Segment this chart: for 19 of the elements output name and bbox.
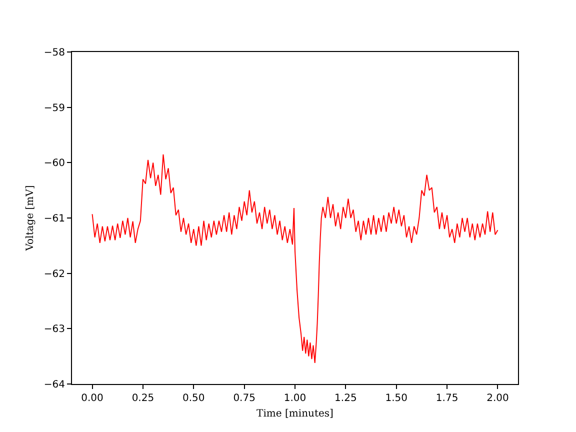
x-tick-label: 0.50 (182, 393, 205, 404)
y-tick-label: −62 (44, 268, 65, 280)
x-tick-label: 2.00 (486, 393, 509, 404)
y-tick-label: −59 (44, 102, 65, 114)
x-tick-label: 1.50 (385, 393, 408, 404)
x-tick-label: 0.75 (233, 393, 256, 404)
y-tick-label: −63 (44, 324, 65, 336)
y-tick-label: −58 (44, 48, 65, 58)
y-axis-title: Voltage [mV] (24, 185, 36, 252)
y-tick-label: −61 (44, 214, 65, 224)
x-tick-label: 0.00 (81, 393, 104, 404)
x-tick-label: 1.75 (436, 393, 458, 404)
x-tick-label: 0.25 (132, 393, 154, 404)
line-series (92, 154, 498, 364)
x-tick-label: 1.25 (334, 393, 357, 404)
x-tick-label: 1.00 (284, 393, 306, 404)
y-tick-label: −60 (44, 158, 65, 170)
y-tick-label: −64 (44, 380, 65, 390)
x-axis-title: Time [minutes] (256, 408, 334, 420)
